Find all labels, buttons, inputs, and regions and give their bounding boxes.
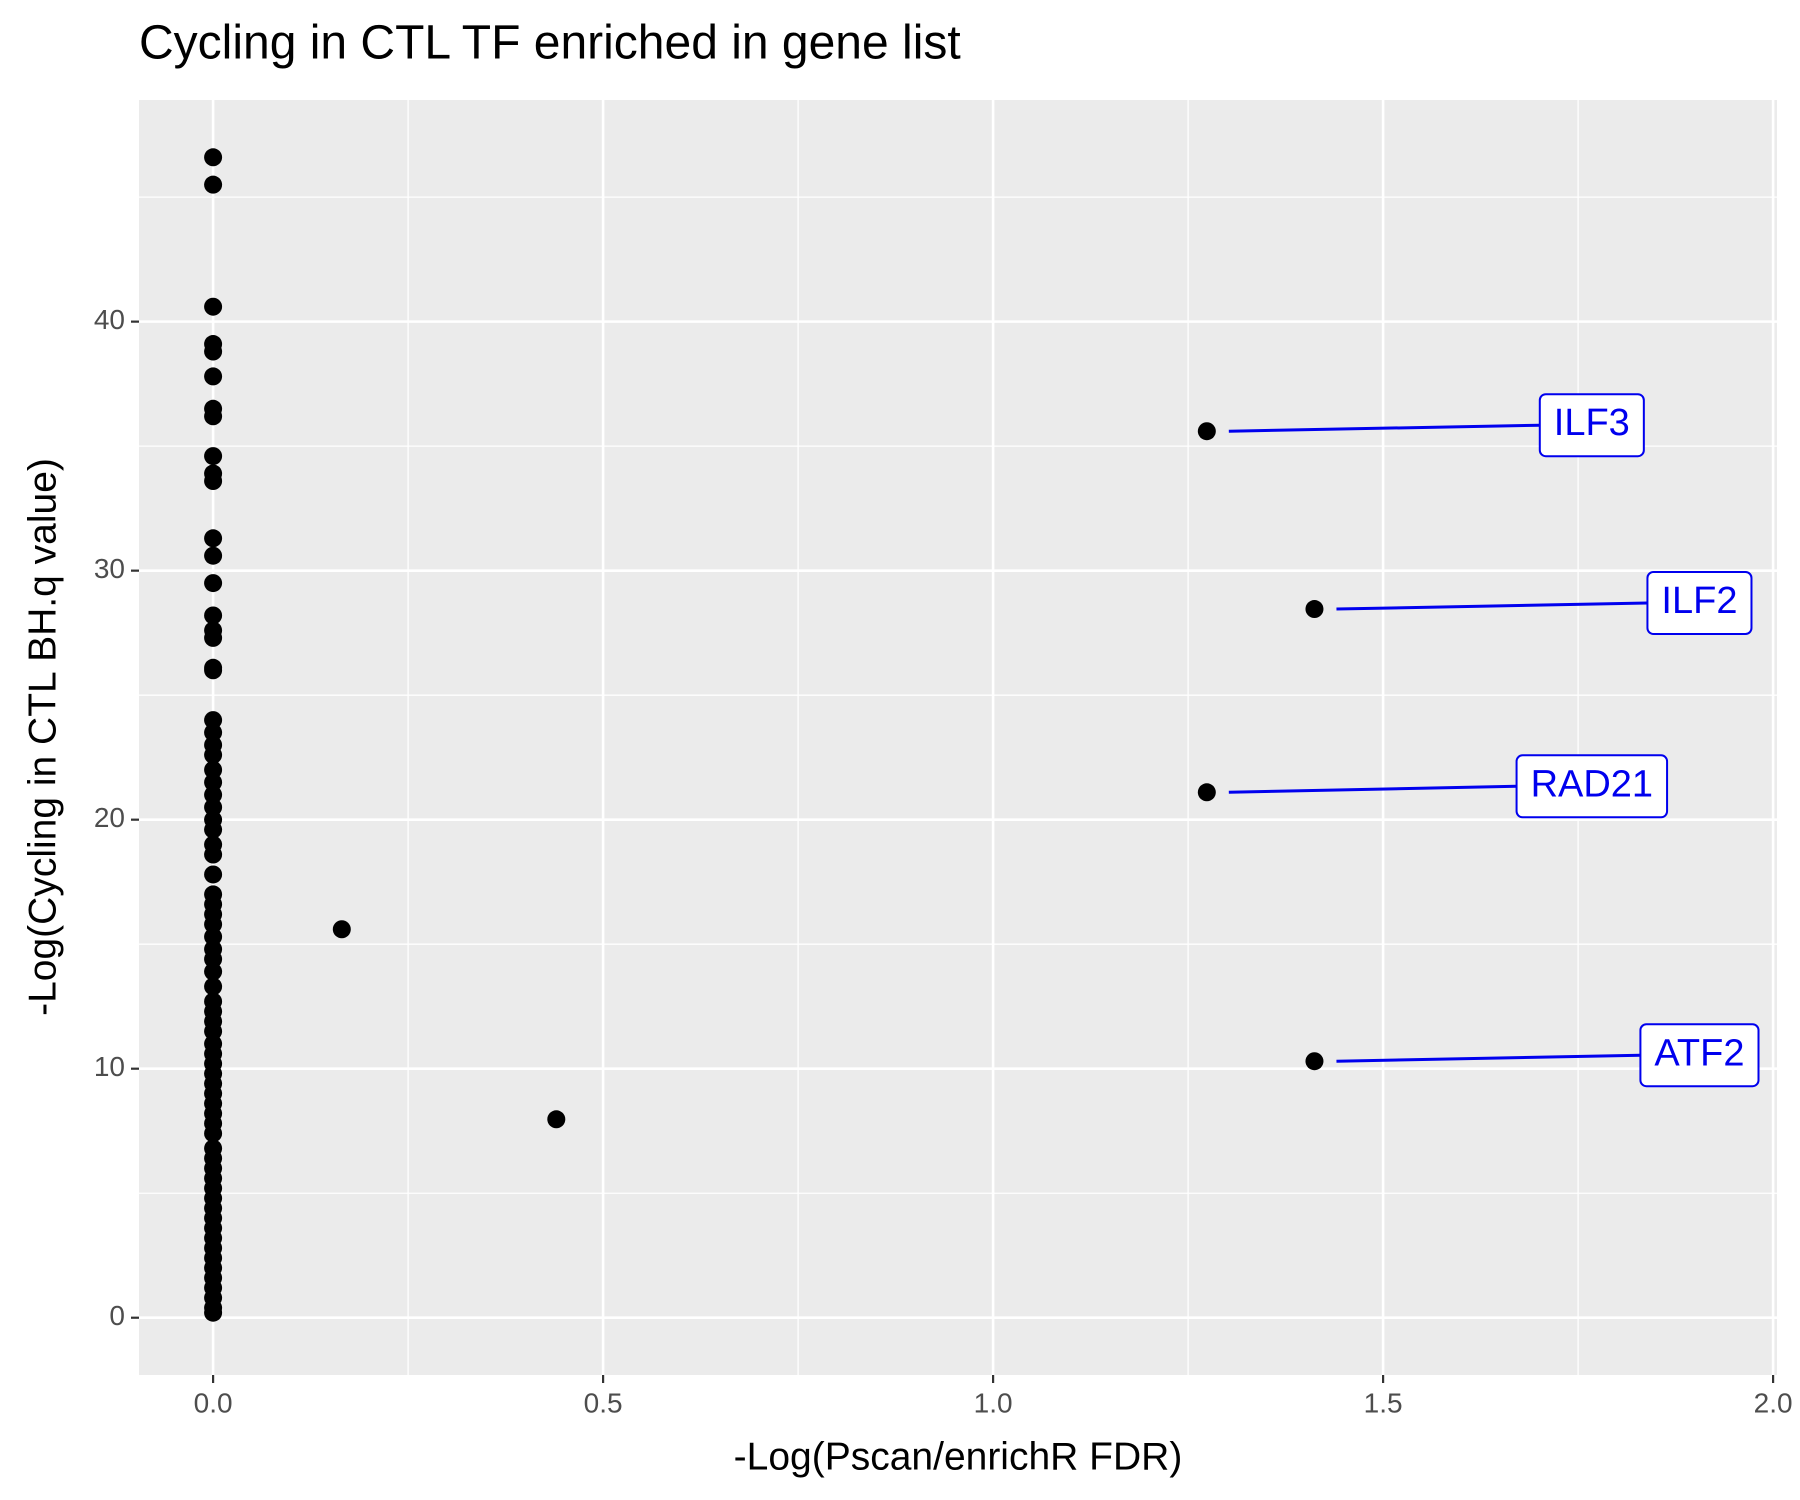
point [204,1022,223,1041]
point-label: ILF3 [1538,393,1645,458]
point [204,606,223,625]
point [204,447,223,466]
y-tick-label: 30 [94,553,125,584]
x-axis-title: -Log(Pscan/enrichR FDR) [734,1435,1183,1478]
point [204,845,223,864]
point [204,661,223,680]
point [204,628,223,647]
point [204,723,223,742]
y-tick-label: 40 [94,304,125,335]
x-tick-label: 2.0 [1754,1387,1793,1418]
point [1305,1052,1324,1071]
label-text: ATF2 [1654,1032,1744,1074]
y-tick-label: 20 [94,802,125,833]
point [204,367,223,386]
y-axis-title: -Log(Cycling in CTL BH.q value) [21,458,64,1016]
point [204,574,223,593]
point [204,798,223,817]
label-leader [1336,1053,1641,1063]
label-text: ILF3 [1554,402,1630,444]
point [204,785,223,804]
label-leader [1228,423,1540,433]
point [332,920,351,939]
point [204,962,223,981]
point [204,407,223,426]
marks: ILF3 ILF2 RAD21 ATF2 [204,148,1760,1322]
x-tick-label: 1.5 [1364,1387,1403,1418]
grid [139,100,1777,1375]
y-tick-label: 0 [109,1300,125,1331]
point [1197,783,1216,802]
x-tick-label: 0.5 [584,1387,623,1418]
label-text: ILF2 [1661,580,1737,622]
label-text: RAD21 [1531,763,1654,805]
point-label: RAD21 [1515,754,1669,819]
x-tick-label: 0.0 [194,1387,233,1418]
point [1305,600,1324,619]
chart-title: Cycling in CTL TF enriched in gene list [139,17,961,70]
point [204,297,223,316]
point [204,865,223,884]
point [204,1124,223,1143]
point [204,927,223,946]
point [204,977,223,996]
point [204,915,223,934]
point [204,529,223,548]
point [1197,422,1216,441]
point [204,820,223,839]
point [204,773,223,792]
point [204,546,223,565]
label-leader [1336,601,1648,611]
point [204,745,223,764]
point [204,175,223,194]
point [204,1303,223,1322]
x-tick-label: 1.0 [974,1387,1013,1418]
point-label: ATF2 [1639,1023,1760,1088]
point [204,950,223,969]
label-leader [1228,784,1517,794]
point [547,1110,566,1129]
point [204,711,223,730]
point-label: ILF2 [1646,571,1753,636]
point [204,148,223,167]
point [204,760,223,779]
panel [139,100,1777,1375]
point [204,472,223,491]
point [204,342,223,361]
y-tick-label: 10 [94,1051,125,1082]
